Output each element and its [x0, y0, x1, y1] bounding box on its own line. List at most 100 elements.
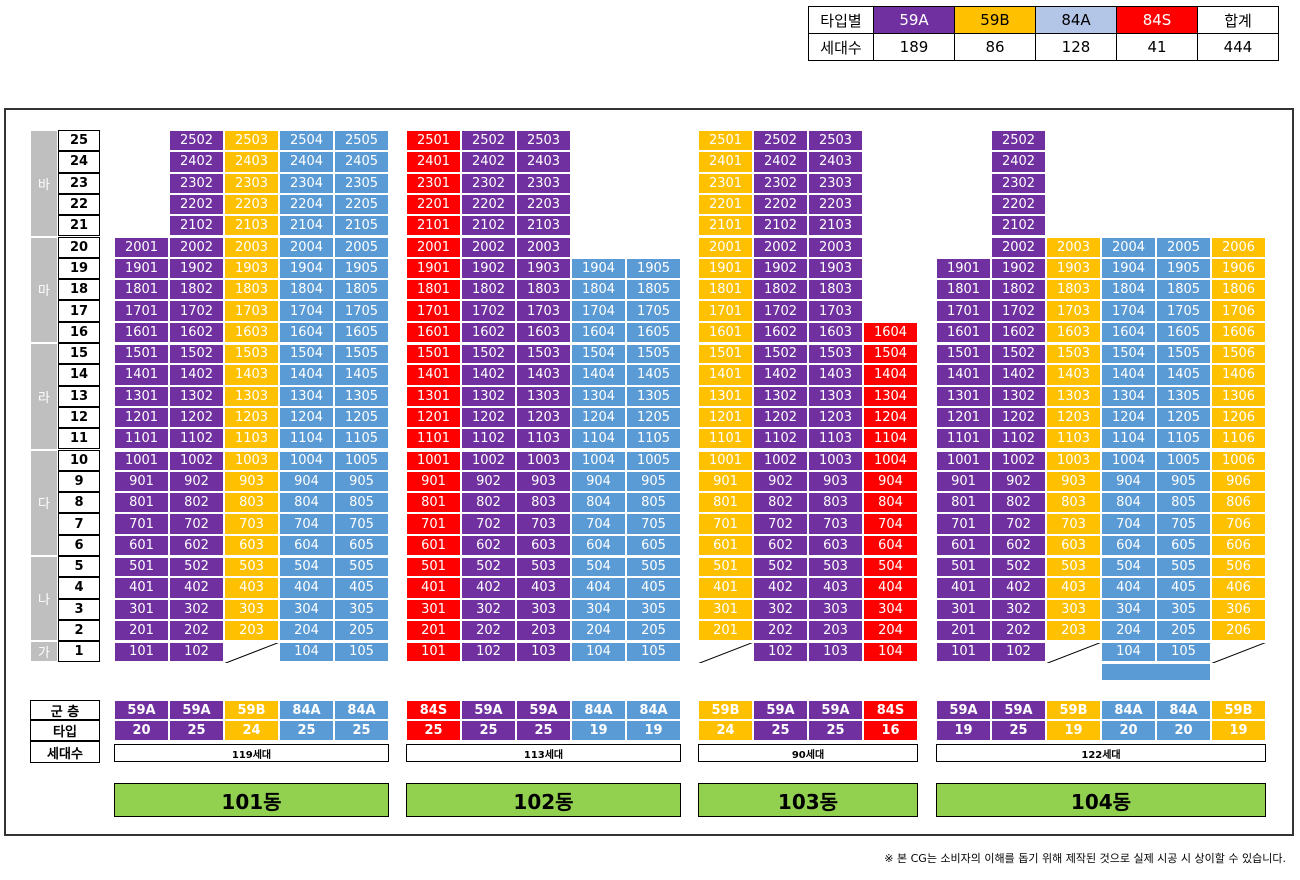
unit-cell: 2102 — [991, 215, 1046, 237]
unit-cell: 1204 — [571, 406, 626, 429]
unit-cell: 1801 — [114, 279, 169, 301]
unit-cell: 1905 — [334, 257, 389, 280]
line-unit-count: 25 — [753, 720, 808, 741]
floor-label-1: 1 — [58, 641, 100, 663]
unit-cell: 2402 — [461, 151, 516, 173]
unit-cell: 2005 — [1156, 236, 1211, 258]
unit-cell: 2203 — [224, 193, 279, 216]
unit-cell: 1204 — [279, 406, 334, 429]
unit-cell: 204 — [1101, 619, 1156, 642]
legend-type: 타입 — [30, 720, 100, 741]
unit-cell: 1401 — [406, 364, 461, 386]
type-summary-table: 타입별 59A 59B 84A 84S 합계 세대수 189 86 128 41… — [808, 6, 1279, 61]
unit-cell: 1803 — [1046, 279, 1101, 301]
unit-cell: 1105 — [334, 428, 389, 450]
unit-cell: 504 — [863, 556, 918, 578]
unit-cell: 2202 — [169, 193, 224, 216]
line-unit-count: 25 — [808, 720, 863, 741]
unit-cell: 604 — [279, 534, 334, 556]
unit-cell: 1403 — [516, 364, 571, 386]
unit-cell: 1703 — [224, 300, 279, 322]
unit-cell: 2001 — [406, 236, 461, 258]
unit-cell: 2103 — [516, 215, 571, 237]
unit-cell: 803 — [808, 492, 863, 514]
unit-cell: 1605 — [334, 321, 389, 343]
unit-cell: 304 — [571, 598, 626, 620]
line-type-label: 59A — [753, 700, 808, 720]
unit-cell: 1604 — [279, 321, 334, 343]
unit-cell: 706 — [1211, 513, 1266, 535]
floor-label-6: 6 — [58, 534, 100, 556]
summary-type-row: 타입별 59A 59B 84A 84S 합계 — [808, 6, 1279, 34]
unit-cell: 1602 — [753, 321, 808, 343]
zone-label: 라 — [30, 343, 58, 450]
unit-cell: 801 — [936, 492, 991, 514]
unit-cell: 405 — [1156, 577, 1211, 599]
unit-cell: 104 — [571, 641, 626, 663]
unit-cell: 802 — [461, 492, 516, 514]
unit-cell: 304 — [279, 598, 334, 620]
unit-cell: 1502 — [169, 343, 224, 365]
unit-cell: 701 — [114, 513, 169, 535]
unit-cell: 1404 — [279, 364, 334, 386]
unit-cell: 1903 — [224, 257, 279, 280]
unit-cell: 1301 — [698, 385, 753, 407]
unit-cell: 1603 — [808, 321, 863, 343]
line-unit-count: 16 — [863, 720, 918, 741]
unit-cell: 1302 — [753, 385, 808, 407]
unit-cell: 102 — [753, 641, 808, 663]
unit-cell: 1202 — [753, 406, 808, 429]
unit-cell: 2303 — [224, 172, 279, 194]
unit-cell: 104 — [279, 641, 334, 663]
unit-cell: 305 — [626, 598, 681, 620]
line-type-label: 59A — [169, 700, 224, 720]
unit-cell: 203 — [516, 619, 571, 642]
building-total: 122세대 — [936, 744, 1266, 762]
unit-cell: 401 — [114, 577, 169, 599]
unit-cell: 2301 — [698, 172, 753, 194]
floor-label-9: 9 — [58, 470, 100, 493]
unit-cell: 506 — [1211, 556, 1266, 578]
unit-cell: 1001 — [114, 449, 169, 471]
unit-cell: 503 — [1046, 556, 1101, 578]
unit-cell: 2402 — [753, 151, 808, 173]
line-type-label: 59B — [1046, 700, 1101, 720]
unit-cell: 803 — [224, 492, 279, 514]
unit-cell: 1106 — [1211, 428, 1266, 450]
unit-cell: 1602 — [169, 321, 224, 343]
unit-cell: 602 — [991, 534, 1046, 556]
unit-cell: 1603 — [224, 321, 279, 343]
unit-cell: 401 — [698, 577, 753, 599]
unit-cell: 201 — [936, 619, 991, 642]
unit-cell: 1501 — [698, 343, 753, 365]
unit-cell: 901 — [698, 470, 753, 493]
unit-cell: 1105 — [1156, 428, 1211, 450]
unit-cell: 1202 — [991, 406, 1046, 429]
unit-cell: 2101 — [406, 215, 461, 237]
line-unit-count: 24 — [698, 720, 753, 741]
unit-cell: 1506 — [1211, 343, 1266, 365]
unit-cell: 2205 — [334, 193, 389, 216]
unit-cell: 1001 — [406, 449, 461, 471]
unit-cell: 1102 — [753, 428, 808, 450]
unit-cell: 1501 — [936, 343, 991, 365]
unit-cell: 1804 — [279, 279, 334, 301]
diagonal-line-icon — [1046, 641, 1103, 664]
unit-cell: 1005 — [334, 449, 389, 471]
unit-cell: 705 — [626, 513, 681, 535]
unit-cell: 601 — [936, 534, 991, 556]
unit-cell: 2501 — [406, 130, 461, 152]
unit-cell: 801 — [114, 492, 169, 514]
floor-label-24: 24 — [58, 151, 100, 173]
unit-cell: 301 — [406, 598, 461, 620]
unit-cell: 804 — [1101, 492, 1156, 514]
unit-cell: 2201 — [406, 193, 461, 216]
unit-cell: 205 — [626, 619, 681, 642]
unit-cell: 2002 — [753, 236, 808, 258]
floor-label-11: 11 — [58, 428, 100, 450]
unit-cell: 305 — [1156, 598, 1211, 620]
unit-cell: 101 — [936, 641, 991, 663]
unit-cell: 1802 — [991, 279, 1046, 301]
unit-cell: 1301 — [936, 385, 991, 407]
unit-cell: 305 — [334, 598, 389, 620]
